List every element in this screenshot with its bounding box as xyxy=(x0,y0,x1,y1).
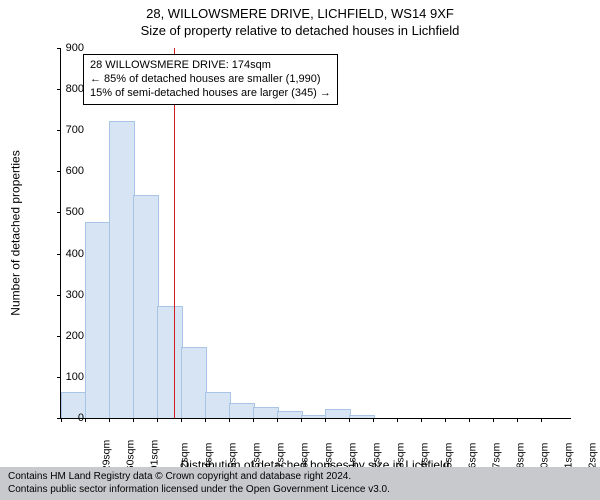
ytick-label: 0 xyxy=(54,412,84,424)
ytick-label: 200 xyxy=(54,330,84,342)
xtick-mark xyxy=(301,418,302,422)
annotation-line-3: 15% of semi-detached houses are larger (… xyxy=(90,87,331,101)
histogram-bar xyxy=(253,407,279,418)
annotation-line-2: ← 85% of detached houses are smaller (1,… xyxy=(90,73,331,87)
xtick-mark xyxy=(277,418,278,422)
xtick-mark xyxy=(229,418,230,422)
histogram-bar xyxy=(109,121,135,418)
footer-line-1: Contains HM Land Registry data © Crown c… xyxy=(8,471,592,484)
xtick-mark xyxy=(421,418,422,422)
y-axis-label: Number of detached properties xyxy=(6,48,26,418)
page-title: 28, WILLOWSMERE DRIVE, LICHFIELD, WS14 9… xyxy=(0,0,600,21)
page-subtitle: Size of property relative to detached ho… xyxy=(0,21,600,38)
xtick-mark xyxy=(469,418,470,422)
xtick-mark xyxy=(157,418,158,422)
xtick-mark xyxy=(85,418,86,422)
ytick-label: 100 xyxy=(54,371,84,383)
ytick-label: 500 xyxy=(54,206,84,218)
histogram-bar xyxy=(85,222,111,418)
xtick-mark xyxy=(541,418,542,422)
annotation-box: 28 WILLOWSMERE DRIVE: 174sqm← 85% of det… xyxy=(83,54,338,105)
ytick-label: 900 xyxy=(54,42,84,54)
footer: Contains HM Land Registry data © Crown c… xyxy=(0,467,600,500)
ytick-label: 700 xyxy=(54,124,84,136)
xtick-mark xyxy=(445,418,446,422)
histogram-bar xyxy=(325,409,351,418)
ytick-label: 300 xyxy=(54,289,84,301)
histogram-bar xyxy=(181,347,207,418)
xtick-mark xyxy=(325,418,326,422)
ytick-label: 800 xyxy=(54,83,84,95)
annotation-line-1: 28 WILLOWSMERE DRIVE: 174sqm xyxy=(90,59,331,73)
histogram-chart: 29sqm60sqm91sqm122sqm154sqm185sqm216sqm2… xyxy=(60,48,570,418)
ytick-label: 400 xyxy=(54,248,84,260)
xtick-mark xyxy=(109,418,110,422)
footer-line-2: Contains public sector information licen… xyxy=(8,484,592,497)
histogram-bar xyxy=(349,415,375,418)
histogram-bar xyxy=(229,403,255,418)
xtick-mark xyxy=(133,418,134,422)
histogram-bar xyxy=(133,195,159,418)
histogram-bar xyxy=(277,411,303,418)
xtick-mark xyxy=(397,418,398,422)
xtick-mark xyxy=(205,418,206,422)
histogram-bar xyxy=(157,306,183,418)
ytick-label: 600 xyxy=(54,165,84,177)
xtick-mark xyxy=(517,418,518,422)
histogram-bar xyxy=(205,392,231,418)
plot-area: 29sqm60sqm91sqm122sqm154sqm185sqm216sqm2… xyxy=(60,48,571,419)
histogram-bar xyxy=(301,415,327,418)
xtick-mark xyxy=(349,418,350,422)
xtick-mark xyxy=(181,418,182,422)
xtick-mark xyxy=(373,418,374,422)
xtick-mark xyxy=(253,418,254,422)
xtick-mark xyxy=(493,418,494,422)
